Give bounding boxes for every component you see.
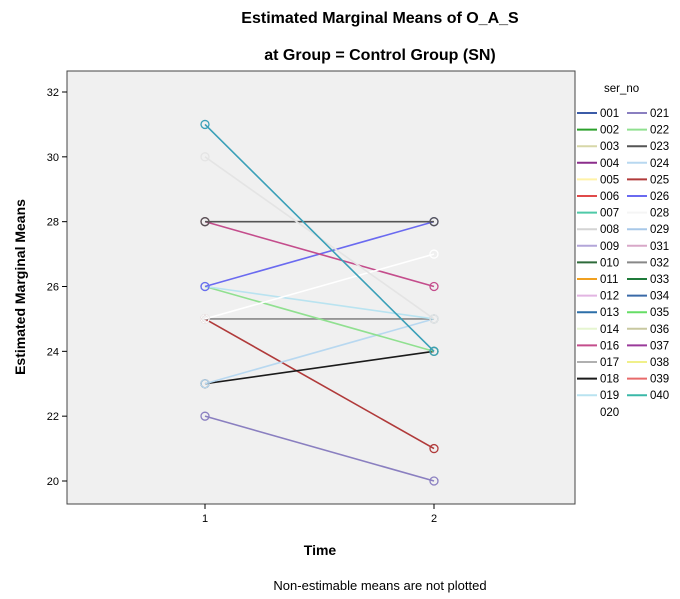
legend-label-022: 022 <box>650 125 669 137</box>
legend-label-026: 026 <box>650 191 669 203</box>
legend-label-020: 020 <box>600 407 619 419</box>
legend-label-040: 040 <box>650 390 669 402</box>
series-point-040 <box>429 346 439 356</box>
series-point-008 <box>429 314 439 324</box>
legend-label-001: 001 <box>600 108 619 120</box>
y-tick-label: 26 <box>47 282 59 294</box>
plot-area <box>66 70 576 505</box>
legend: ser_no 001 002 003 004 005 006 007 008 009 010 011… <box>577 83 670 419</box>
series-line-021 <box>204 415 435 482</box>
series-lines <box>204 123 435 482</box>
y-tick-label: 30 <box>47 152 59 164</box>
y-axis-title: Estimated Marginal Means <box>12 199 28 375</box>
series-point-023 <box>200 217 210 227</box>
legend-label-021: 021 <box>650 108 669 120</box>
series-line-018 <box>204 350 435 385</box>
legend-label-036: 036 <box>650 324 669 336</box>
y-tick-label: 22 <box>47 411 59 423</box>
series-point-021 <box>429 476 439 486</box>
legend-label-035: 035 <box>650 307 669 319</box>
legend-label-029: 029 <box>650 224 669 236</box>
chart-subtitle: at Group = Control Group (SN) <box>264 47 496 64</box>
legend-label-009: 009 <box>600 241 619 253</box>
legend-label-039: 039 <box>650 374 669 386</box>
legend-label-013: 013 <box>600 307 619 319</box>
legend-label-017: 017 <box>600 357 619 369</box>
x-tick-label: 1 <box>202 513 208 525</box>
series-point-040 <box>200 119 210 130</box>
series-line-025 <box>204 318 435 450</box>
legend-label-005: 005 <box>600 174 619 186</box>
series-line-040 <box>204 123 435 352</box>
legend-label-031: 031 <box>650 241 669 253</box>
legend-label-003: 003 <box>600 141 619 153</box>
chart-footnote: Non-estimable means are not plotted <box>273 578 487 593</box>
legend-label-032: 032 <box>650 257 669 269</box>
legend-label-008: 008 <box>600 224 619 236</box>
series-line-024 <box>204 318 435 385</box>
legend-label-007: 007 <box>600 208 619 220</box>
legend-label-014: 014 <box>600 324 620 336</box>
legend-label-025: 025 <box>650 174 669 186</box>
legend-label-004: 004 <box>600 158 620 170</box>
chart-title: Estimated Marginal Means of O_A_S <box>241 10 519 27</box>
legend-label-034: 034 <box>650 291 670 303</box>
legend-label-019: 019 <box>600 390 619 402</box>
series-points <box>200 119 439 486</box>
x-axis-title: Time <box>304 542 337 558</box>
series-point-021 <box>200 411 210 421</box>
series-point-024 <box>200 379 210 389</box>
legend-title: ser_no <box>604 83 639 95</box>
series-point-008 <box>200 152 210 162</box>
series-line-022 <box>204 285 435 353</box>
legend-label-023: 023 <box>650 141 669 153</box>
series-point-016 <box>429 281 439 292</box>
y-tick-label: 28 <box>47 217 59 229</box>
y-axis: 20 22 24 26 28 30 32 <box>47 87 67 488</box>
series-line-016 <box>204 220 435 288</box>
series-point-025 <box>429 443 439 454</box>
y-tick-label: 24 <box>47 346 59 358</box>
legend-label-024: 024 <box>650 158 670 170</box>
legend-label-012: 012 <box>600 291 619 303</box>
y-tick-label: 32 <box>47 87 59 99</box>
legend-label-016: 016 <box>600 340 619 352</box>
series-point-028 <box>200 314 210 324</box>
legend-label-038: 038 <box>650 357 669 369</box>
series-point-028 <box>429 249 439 259</box>
legend-label-037: 037 <box>650 340 669 352</box>
series-line-028 <box>204 253 435 320</box>
y-tick-label: 20 <box>47 476 59 488</box>
legend-label-033: 033 <box>650 274 669 286</box>
x-tick-label: 2 <box>431 513 437 525</box>
series-point-026 <box>200 281 210 292</box>
legend-label-018: 018 <box>600 374 619 386</box>
series-point-023 <box>429 217 439 227</box>
legend-label-006: 006 <box>600 191 619 203</box>
legend-label-010: 010 <box>600 257 619 269</box>
legend-label-028: 028 <box>650 208 669 220</box>
legend-label-002: 002 <box>600 125 619 137</box>
legend-label-011: 011 <box>600 274 618 286</box>
